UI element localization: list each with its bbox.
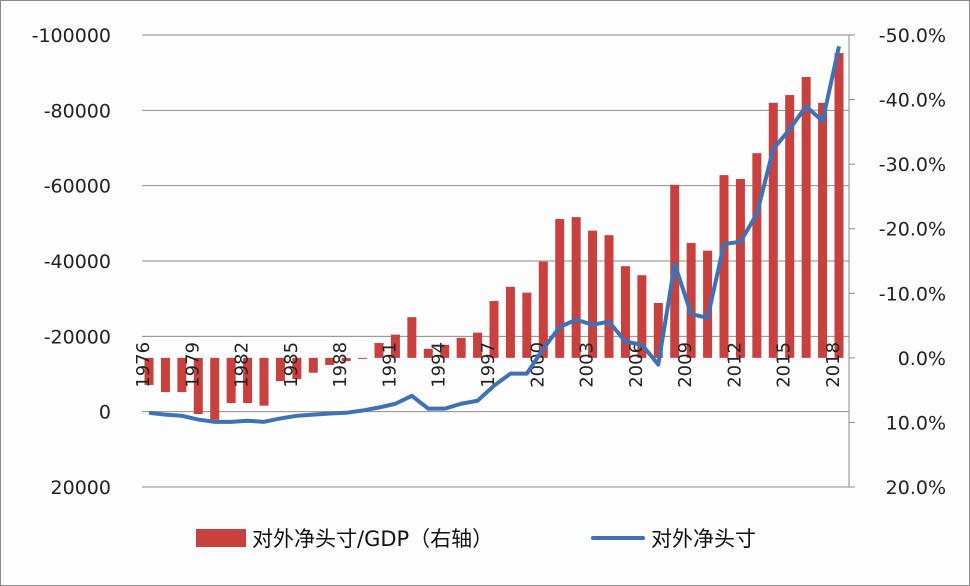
bar-2006 (637, 275, 647, 358)
right-tick-label: -40.0% (879, 90, 946, 112)
bar-1992 (407, 317, 417, 358)
bar-2018 (834, 53, 844, 358)
bar-1978 (177, 357, 187, 393)
x-tick-label: 2018 (823, 342, 844, 388)
x-tick-label: 1985 (281, 342, 302, 388)
bar-1981 (226, 357, 236, 404)
right-tick-label: -50.0% (879, 25, 946, 47)
bar-1996 (473, 332, 483, 358)
bar-1983 (259, 357, 269, 406)
bar-2002 (571, 217, 581, 358)
bar-1977 (160, 357, 170, 393)
x-tick-label: 2000 (527, 342, 548, 388)
legend-item-line: 对外净头寸 (591, 523, 756, 553)
left-tick-label: -80000 (44, 100, 111, 122)
right-tick-label: 0.0% (898, 348, 946, 370)
right-tick-label: -20.0% (879, 219, 946, 241)
bar-1998 (505, 286, 515, 358)
legend-line-label: 对外净头寸 (651, 527, 756, 551)
x-tick-label: 1991 (379, 342, 400, 388)
bar-1997 (489, 301, 499, 358)
bar-1986 (308, 357, 318, 373)
bar-1984 (275, 357, 285, 382)
x-tick-label: 2009 (675, 342, 696, 388)
right-tick-label: 20.0% (886, 477, 946, 499)
bar-2000 (538, 261, 548, 358)
legend-bar-swatch (196, 529, 246, 547)
bar-2016 (801, 76, 811, 358)
x-tick-label: 1988 (330, 342, 351, 388)
x-tick-label: 2012 (724, 342, 745, 388)
bar-1976 (144, 357, 154, 385)
bar-2010 (703, 250, 713, 358)
bar-2014 (768, 102, 778, 358)
legend-item-bar: 对外净头寸/GDP（右轴） (196, 523, 493, 553)
bar-1980 (210, 357, 220, 420)
bar-1993 (423, 348, 433, 358)
bar-1985 (292, 357, 302, 380)
bar-2012 (735, 178, 745, 358)
legend-line-swatch (591, 536, 645, 540)
left-tick-label: -60000 (44, 176, 111, 198)
x-tick-label: 2015 (774, 342, 795, 388)
bar-2001 (555, 219, 565, 358)
bar-2003 (588, 230, 598, 358)
bar-1990 (374, 343, 384, 358)
bar-2004 (604, 235, 614, 358)
bar-1994 (440, 344, 450, 358)
bar-1987 (325, 357, 335, 365)
legend-bar-label: 对外净头寸/GDP（右轴） (252, 527, 494, 551)
bar-2017 (818, 102, 828, 358)
x-tick-label: 1979 (182, 342, 203, 388)
bar-1995 (456, 337, 466, 358)
bar-1999 (522, 292, 532, 358)
left-tick-label: -20000 (44, 326, 111, 348)
bar-2007 (653, 302, 663, 358)
bar-1988 (341, 357, 351, 362)
right-tick-label: 10.0% (886, 412, 946, 434)
bar-1979 (193, 357, 203, 415)
x-tick-label: 2006 (626, 342, 647, 388)
left-tick-label: 0 (99, 402, 111, 424)
x-tick-label: 2003 (577, 342, 598, 388)
x-tick-label: 1994 (429, 342, 450, 388)
bar-2009 (686, 242, 696, 358)
bar-1982 (243, 357, 253, 404)
bar-2015 (785, 95, 795, 358)
left-tick-label: -100000 (32, 25, 111, 47)
x-tick-label: 1997 (478, 342, 499, 388)
right-tick-label: -10.0% (879, 283, 946, 305)
bar-1989 (358, 357, 368, 359)
bar-2005 (620, 266, 630, 358)
x-tick-label: 1982 (232, 342, 253, 388)
bar-1991 (390, 334, 400, 358)
bar-2013 (752, 153, 762, 358)
left-tick-label: -40000 (44, 251, 111, 273)
bar-2011 (719, 175, 729, 358)
left-tick-label: 20000 (51, 477, 111, 499)
right-tick-label: -30.0% (879, 154, 946, 176)
x-tick-label: 1976 (133, 342, 154, 388)
